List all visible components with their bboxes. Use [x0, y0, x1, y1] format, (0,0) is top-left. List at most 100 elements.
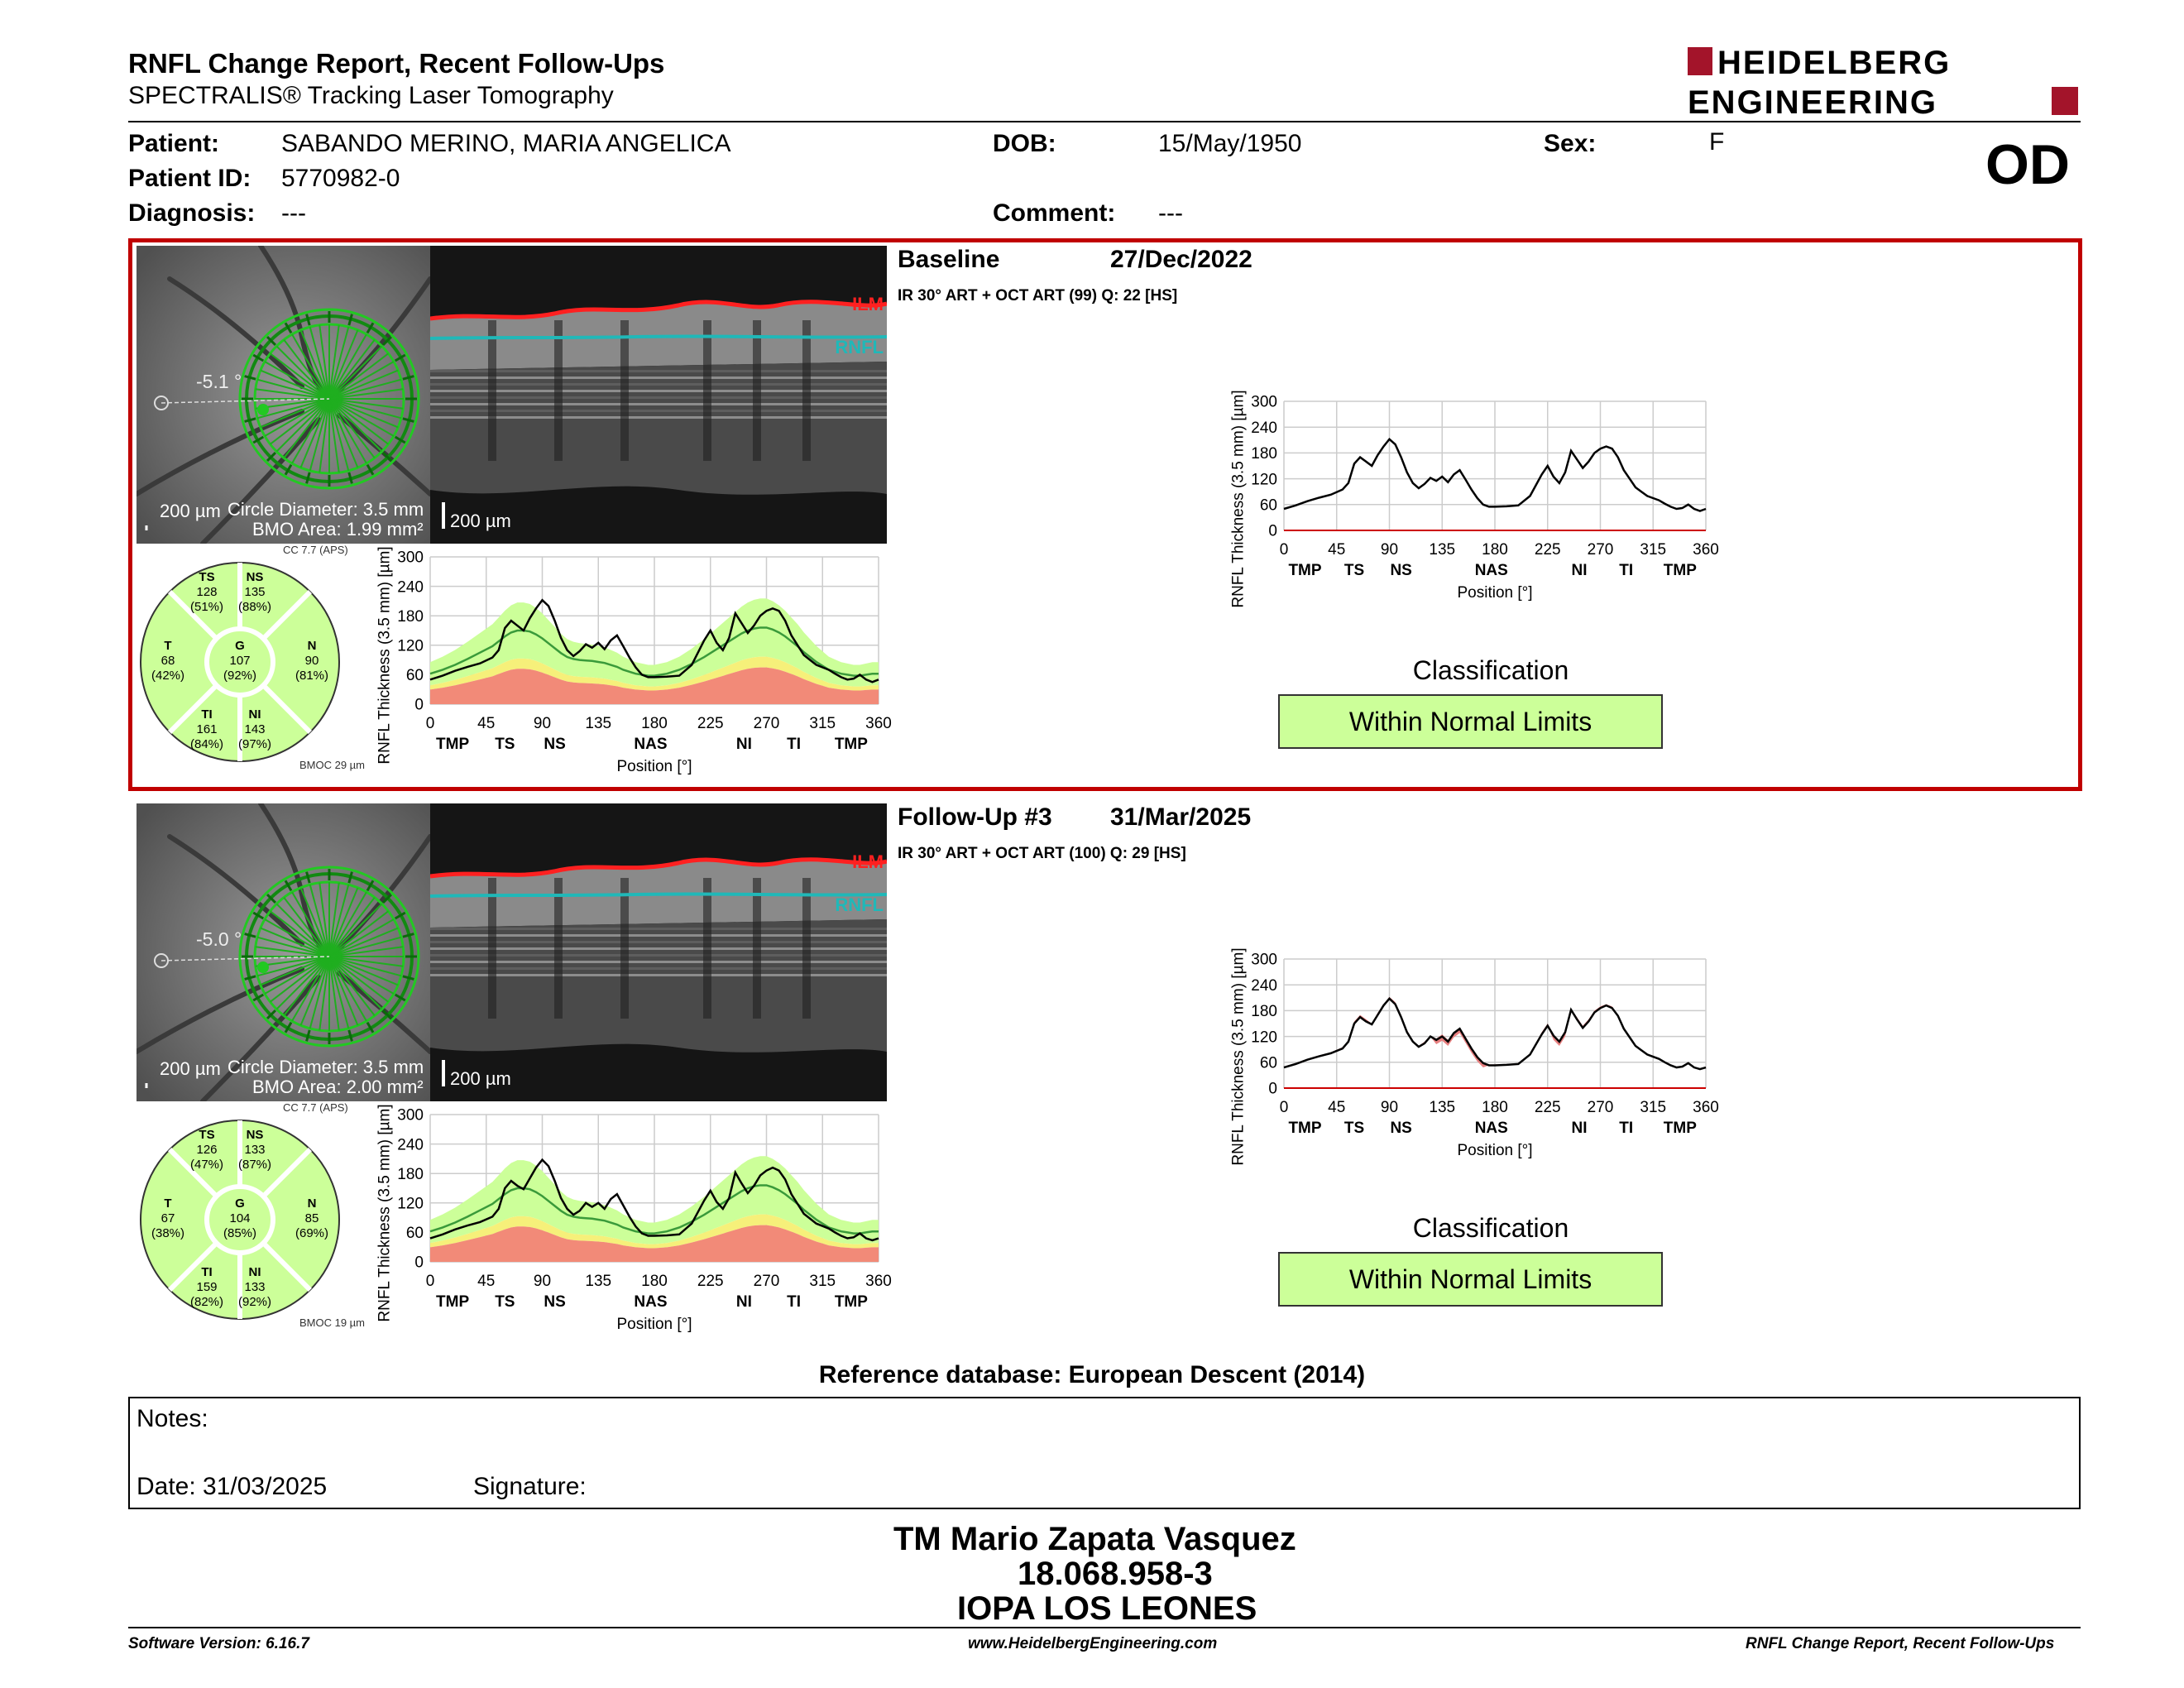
bmoc-label: BMOC 19 µm	[299, 1316, 366, 1329]
oct-bscan-image: ILM RNFL 200 µm	[430, 803, 887, 1101]
sector-ts-value: 126	[196, 1143, 217, 1157]
radial-scan-line	[328, 338, 376, 400]
x-tick-label: 270	[1588, 541, 1614, 559]
footer-report-name: RNFL Change Report, Recent Follow-Ups	[1746, 1635, 2055, 1652]
fundus-image: -5.0 °	[136, 803, 430, 1101]
y-tick-label: 120	[1251, 1029, 1277, 1046]
radial-scan-line	[328, 956, 359, 1026]
x-tick-label: 360	[1693, 1099, 1719, 1116]
circle-tick	[252, 993, 265, 1002]
radial-scan-line	[269, 398, 330, 445]
sector-divider	[168, 1241, 218, 1292]
fundus-scale-label: 200 µm	[160, 501, 221, 521]
radial-scan-line	[328, 884, 350, 957]
sector-tick-label: NS	[544, 1293, 565, 1311]
circle-tick	[381, 451, 393, 463]
radial-scan-line	[275, 345, 330, 400]
sector-ti-value: 159	[196, 1280, 217, 1294]
scan-info: IR 30° ART + OCT ART (99) Q: 22 [HS]	[898, 287, 1178, 305]
sector-tick-label: TMP	[835, 736, 868, 753]
sex-label: Sex:	[1544, 130, 1597, 157]
x-tick-label: 315	[809, 1273, 836, 1290]
retinal-layer	[430, 928, 887, 930]
circle-tick	[347, 314, 353, 326]
circle-tick	[244, 417, 256, 423]
circle-tick	[394, 353, 406, 362]
retinal-layer	[430, 396, 887, 399]
patient-id: 5770982-0	[281, 165, 400, 192]
radial-scan-line	[328, 398, 350, 472]
retinal-layer	[430, 941, 887, 943]
x-tick-label: 45	[1328, 541, 1345, 559]
sector-tick-label: NAS	[1475, 1120, 1508, 1137]
exam-date: 31/Mar/2025	[1110, 803, 1252, 831]
radial-scan-line	[328, 398, 359, 468]
sector-tick-label: NAS	[634, 1293, 667, 1311]
radial-scan-line	[264, 361, 330, 400]
website-link[interactable]: www.HeidelbergEngineering.com	[968, 1635, 1218, 1652]
sector-tick-label: NS	[1390, 562, 1411, 579]
retinal-layer	[430, 376, 887, 379]
sector-g-pct: (92%)	[223, 669, 256, 683]
sector-tick-label: TI	[1619, 1120, 1633, 1137]
borderline-band	[430, 1214, 879, 1249]
x-tick-label: 315	[1640, 1099, 1666, 1116]
radial-scan-line	[328, 910, 390, 957]
doctor-id: 18.068.958-3	[1018, 1556, 1213, 1592]
fovea-marker	[154, 953, 169, 968]
radial-scan-line	[328, 398, 383, 453]
y-tick-label: 0	[1268, 1081, 1277, 1098]
radial-scan-line	[328, 956, 340, 1031]
x-tick-label: 135	[1429, 1099, 1455, 1116]
x-tick-label: 0	[1280, 541, 1289, 559]
radial-scan-line	[328, 398, 399, 429]
sector-ts-pct: (47%)	[190, 1158, 223, 1172]
vessel-shadow	[802, 878, 811, 1019]
retinal-layer	[430, 974, 887, 976]
fundus-panel: -5.1 ° 200 µm Circle Diameter: 3.5 mm BMO A…	[136, 246, 430, 544]
radial-scan-line	[328, 896, 376, 957]
reference-database: Reference database: European Descent (20…	[818, 1361, 1366, 1388]
circle-tick	[252, 911, 265, 920]
retinal-vessel	[333, 276, 430, 397]
radial-scan-line	[328, 369, 399, 400]
radial-scan-line	[328, 927, 399, 957]
circle-tick	[402, 417, 414, 423]
sector-tick-label: NAS	[1475, 562, 1508, 579]
radial-scan-line	[328, 956, 402, 977]
choroid-tissue	[430, 362, 887, 495]
x-tick-label: 45	[477, 715, 495, 732]
report-subtitle: SPECTRALIS® Tracking Laser Tomography	[128, 82, 614, 109]
y-tick-label: 0	[1268, 523, 1277, 540]
report-title: RNFL Change Report, Recent Follow-Ups	[128, 48, 665, 79]
circle-tick	[402, 375, 414, 381]
patient-label: Patient:	[128, 130, 220, 157]
sector-divider	[261, 1241, 312, 1292]
circle-tick	[284, 322, 293, 334]
x-tick-label: 315	[1640, 541, 1666, 559]
sector-tick-label: TMP	[436, 736, 469, 753]
vessel-shadow	[753, 878, 761, 1019]
retinal-layer	[430, 947, 887, 950]
circle-tick	[402, 975, 414, 981]
sector-g-label: G	[235, 1196, 245, 1211]
x-tick-label: 225	[697, 1273, 724, 1290]
sector-g-label: G	[235, 639, 245, 653]
radial-scan-line	[328, 388, 404, 400]
circle-tick	[266, 451, 277, 463]
radial-scan-line	[283, 896, 330, 957]
rnfl-boundary-line	[430, 892, 887, 898]
sector-divider	[168, 683, 218, 734]
x-tick-label: 180	[1482, 541, 1508, 559]
exam-title: Baseline	[898, 246, 1000, 273]
diagnosis-value: ---	[281, 199, 306, 227]
circle-tick	[381, 1009, 393, 1020]
radial-scan-line	[275, 956, 330, 1010]
circle-tick	[266, 1009, 277, 1020]
sector-n-label: N	[308, 639, 317, 653]
notes-label: Notes:	[136, 1405, 208, 1432]
radial-scan-line	[269, 956, 330, 1003]
sector-ti-label: TI	[201, 1265, 212, 1279]
sector-tick-label: TMP	[1288, 1120, 1321, 1137]
classification-label: Classification	[1412, 1213, 1569, 1243]
